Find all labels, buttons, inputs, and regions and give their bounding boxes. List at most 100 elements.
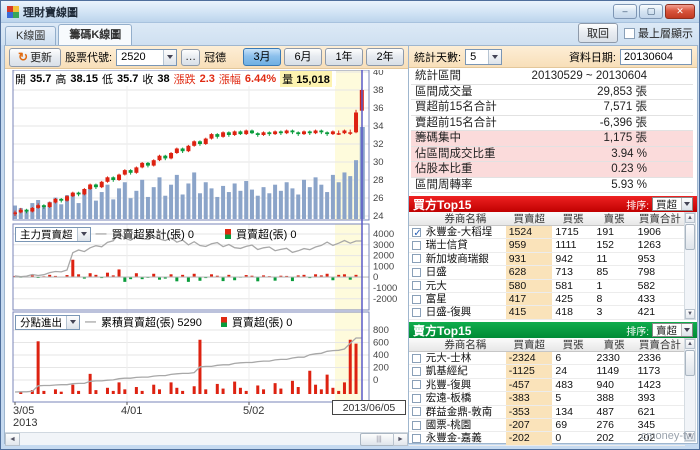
row-checkbox[interactable]: [409, 379, 425, 391]
scrollbar-thumb[interactable]: [685, 224, 695, 250]
broker-name: 元大-士林: [425, 352, 472, 364]
data-date-label: 資料日期:: [568, 51, 616, 64]
chevron-down-icon[interactable]: [66, 315, 79, 329]
stat-days-selector[interactable]: 5: [465, 48, 503, 65]
tab-chip-kline[interactable]: 籌碼K線圖: [58, 24, 133, 45]
close-icon[interactable]: ✕: [665, 4, 695, 19]
table-row[interactable]: 日盛-復興 415 418 3 421: [409, 306, 685, 320]
scroll-up-icon[interactable]: ▲: [685, 339, 695, 349]
retrieve-button[interactable]: 取回: [578, 23, 618, 43]
sell-top15-header: 賣方Top15 排序: 賣超: [409, 322, 697, 338]
row-checkbox[interactable]: [409, 280, 425, 292]
scroll-down-icon[interactable]: ▼: [685, 431, 695, 441]
total-value: 433: [637, 292, 656, 305]
column-header[interactable]: 買賣合計: [638, 339, 681, 351]
row-checkbox[interactable]: [409, 239, 425, 251]
total-value: 1263: [637, 239, 661, 252]
maximize-icon[interactable]: ▢: [639, 4, 663, 19]
sell-table-scrollbar[interactable]: ▲ ▼: [684, 338, 696, 442]
branch-selector[interactable]: 分點進出: [15, 314, 80, 330]
broker-name: 日盛: [425, 266, 447, 279]
column-header[interactable]: 券商名稱: [444, 339, 487, 351]
table-row[interactable]: 國票-桃園 -207 69 276 345: [409, 418, 685, 433]
total-value: 345: [637, 418, 656, 431]
sell-sort-selector[interactable]: 賣超: [652, 323, 693, 337]
scrollbar-thumb[interactable]: |||: [360, 433, 398, 446]
row-checkbox[interactable]: [409, 293, 425, 305]
table-row[interactable]: 永豐金-嘉義 -202 0 202 202: [409, 432, 685, 446]
row-checkbox[interactable]: [409, 352, 425, 364]
broker-name: 瑞士信貸: [425, 239, 468, 252]
buy-value: 418: [555, 306, 573, 319]
checkbox-icon: [412, 420, 422, 430]
row-checkbox[interactable]: [409, 419, 425, 431]
column-header[interactable]: 買賣超: [513, 213, 546, 225]
table-row[interactable]: 瑞士信貸 959 1111 152 1263: [409, 239, 685, 253]
row-checkbox[interactable]: [409, 253, 425, 265]
table-row[interactable]: 元大 580 581 1 582: [409, 279, 685, 293]
svg-text:200: 200: [373, 363, 389, 374]
period-1y-button[interactable]: 1年: [325, 48, 363, 66]
buy-table-scrollbar[interactable]: ▲ ▼: [684, 212, 696, 320]
chevron-down-icon[interactable]: [681, 198, 692, 210]
column-header[interactable]: 賣張: [603, 339, 625, 351]
stat-row: 佔股本比重 0.23 %: [411, 162, 693, 178]
horizontal-scrollbar[interactable]: ◄ ||| ►: [5, 432, 408, 446]
chevron-down-icon[interactable]: [76, 227, 90, 241]
column-header[interactable]: 賣張: [603, 213, 625, 225]
row-checkbox[interactable]: [409, 406, 425, 418]
period-2y-button[interactable]: 2年: [366, 48, 404, 66]
chevron-down-icon[interactable]: [163, 49, 177, 65]
column-header[interactable]: 券商名稱: [444, 213, 487, 225]
row-checkbox[interactable]: [409, 432, 425, 444]
always-on-top-checkbox[interactable]: 最上層顯示: [624, 24, 693, 42]
stat-value: -6,396 張: [599, 116, 647, 129]
stock-code-label: 股票代號:: [65, 52, 113, 64]
change-value: 2.3: [199, 72, 215, 85]
scrollbar-thumb[interactable]: [685, 350, 695, 376]
volume-value: 15,018: [296, 73, 330, 86]
checkbox-icon: [412, 267, 422, 277]
table-row[interactable]: 元大-士林 -2324 6 2330 2336: [409, 352, 685, 366]
x-axis-labels: 3/05 2013 4/01 5/02 2013/06/05: [5, 400, 408, 431]
table-row[interactable]: 新加坡商瑞銀 931 942 11 953: [409, 252, 685, 267]
scroll-down-icon[interactable]: ▼: [685, 309, 695, 319]
column-header[interactable]: 買賣超: [513, 339, 546, 351]
scroll-right-icon[interactable]: ►: [393, 433, 408, 446]
chevron-down-icon[interactable]: [488, 49, 502, 64]
table-row[interactable]: 富星 417 425 8 433: [409, 292, 685, 307]
table-row[interactable]: 兆豐-復興 -457 483 940 1423: [409, 378, 685, 393]
kline-chart[interactable]: 40383634323028262440003000200010000-1000…: [5, 70, 408, 406]
table-row[interactable]: 日盛 628 713 85 798: [409, 266, 685, 280]
table-row[interactable]: ✓ 永豐金-大稻埕 1524 1715 191 1906: [409, 226, 685, 240]
tab-kline[interactable]: K線圖: [5, 26, 57, 45]
table-row[interactable]: 宏遠-板橋 -383 5 388 393: [409, 392, 685, 406]
column-header[interactable]: [409, 338, 425, 351]
data-date-input[interactable]: [620, 48, 692, 65]
table-row[interactable]: 凱基經紀 -1125 24 1149 1173: [409, 365, 685, 379]
sell-value: 487: [596, 405, 615, 418]
column-header[interactable]: [409, 212, 425, 225]
row-checkbox[interactable]: [409, 392, 425, 404]
row-checkbox[interactable]: [409, 365, 425, 377]
scroll-left-icon[interactable]: ◄: [5, 433, 20, 446]
stock-code-input[interactable]: 2520: [116, 48, 178, 66]
mainforce-selector[interactable]: 主力買賣超: [15, 226, 91, 242]
scroll-up-icon[interactable]: ▲: [685, 213, 695, 223]
chevron-down-icon[interactable]: [681, 324, 692, 336]
row-checkbox[interactable]: [409, 266, 425, 278]
update-button[interactable]: ↻ 更新: [9, 47, 62, 67]
svg-text:-1000: -1000: [373, 283, 397, 294]
buy-sort-selector[interactable]: 買超: [652, 197, 693, 211]
table-row[interactable]: 群益金鼎-敦南 -353 134 487 621: [409, 405, 685, 419]
row-checkbox[interactable]: [409, 306, 425, 318]
column-header[interactable]: 買賣合計: [638, 213, 681, 225]
period-6m-button[interactable]: 6月: [284, 48, 322, 66]
row-checkbox[interactable]: ✓: [409, 226, 425, 238]
x-tick-label: 3/05: [13, 405, 35, 417]
stock-browse-button[interactable]: …: [181, 48, 201, 66]
column-header[interactable]: 買張: [562, 213, 584, 225]
period-3m-button[interactable]: 3月: [243, 48, 281, 66]
column-header[interactable]: 買張: [562, 339, 584, 351]
minimize-icon[interactable]: –: [613, 4, 637, 19]
